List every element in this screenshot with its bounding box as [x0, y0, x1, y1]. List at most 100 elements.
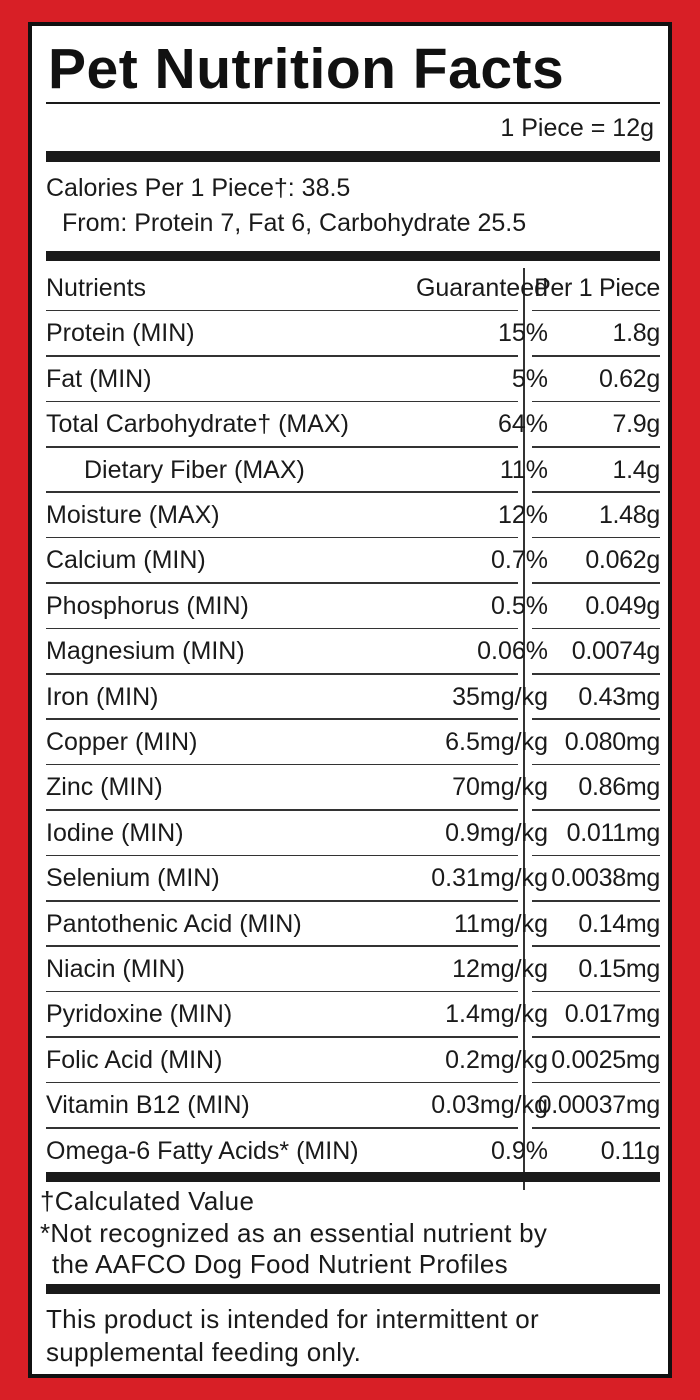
- table-row: Iodine (MIN) 0.9mg/kg 0.011mg: [46, 811, 661, 857]
- nutrient-name: Moisture (MAX): [46, 501, 220, 529]
- nutrient-name: Fat (MIN): [46, 364, 152, 393]
- nutrient-name: Folic Acid (MIN): [46, 1045, 223, 1074]
- calories: Calories Per 1 Piece†: 38.5: [46, 174, 351, 202]
- table-row: Selenium (MIN) 0.31mg/kg 0.0038mg: [46, 856, 660, 902]
- per-piece-value: 1.4g: [612, 455, 661, 484]
- row-line: [46, 763, 518, 766]
- per-piece-value: 0.0038mg: [551, 864, 660, 893]
- guaranteed-value: 15%: [497, 319, 548, 348]
- table-row: Dietary Fiber (MAX) 11% 1.4g: [46, 448, 660, 493]
- row-line: [46, 1081, 518, 1084]
- per-piece-value: 0.15mg: [578, 955, 660, 983]
- table-row: Iron (MIN) 35mg/kg 0.43mg: [46, 675, 660, 720]
- serving-size: 1 Piece = 12g: [500, 114, 654, 142]
- nutrient-name: Iron (MIN): [46, 682, 159, 711]
- row-line: [532, 673, 660, 675]
- thick-divider: [46, 251, 660, 261]
- nutrient-name: Iodine (MIN): [46, 818, 184, 847]
- guaranteed-value: 64%: [497, 410, 548, 439]
- guaranteed-value: 6.5mg/kg: [445, 728, 548, 756]
- row-line: [532, 1081, 660, 1084]
- row-line: [532, 446, 660, 448]
- row-line: [532, 309, 660, 312]
- table-row: Niacin (MIN) 12mg/kg 0.15mg: [46, 947, 660, 993]
- per-piece-value: 0.062g: [585, 546, 660, 575]
- disclaimer: This product is intended for intermitten…: [46, 1304, 539, 1334]
- per-piece-value: 0.11g: [600, 1136, 661, 1165]
- row-line: [532, 491, 660, 493]
- guaranteed-value: 70mg/kg: [452, 773, 548, 802]
- per-piece-value: 0.14mg: [578, 909, 660, 938]
- row-line: [532, 582, 660, 584]
- nutrient-name: Copper (MIN): [46, 728, 198, 756]
- thick-divider: [46, 1284, 660, 1294]
- guaranteed-value: 1.4mg/kg: [445, 1000, 548, 1029]
- per-piece-value: 0.86mg: [578, 773, 660, 802]
- row-line: [46, 309, 518, 312]
- per-piece-value: 0.00037mg: [537, 1091, 661, 1120]
- per-piece-value: 0.0074g: [571, 637, 661, 666]
- guaranteed-value: 11mg/kg: [453, 909, 548, 938]
- per-piece-value: Per 1 Piece: [534, 274, 660, 302]
- per-piece-value: 0.43mg: [578, 682, 660, 711]
- guaranteed-value: 0.7%: [491, 546, 548, 575]
- row-line: [532, 990, 660, 993]
- divider: [46, 102, 660, 104]
- nutrient-name: Pyridoxine (MIN): [46, 1000, 233, 1029]
- table-row: Nutrients Guaranteed Per 1 Piece: [46, 266, 660, 312]
- per-piece-value: 0.049g: [585, 591, 660, 620]
- row-line: [46, 1127, 518, 1129]
- table-row: Calcium (MIN) 0.7% 0.062g: [46, 538, 660, 584]
- guaranteed-value: 0.31mg/kg: [431, 864, 548, 893]
- row-line: [532, 400, 660, 403]
- thick-divider: [46, 151, 660, 162]
- footnote: *Not recognized as an essential nutrient…: [40, 1218, 548, 1248]
- table-row: Folic Acid (MIN) 0.2mg/kg 0.0025mg: [46, 1038, 660, 1084]
- table-row: Magnesium (MIN) 0.06% 0.0074g: [46, 629, 661, 675]
- table-row: Copper (MIN) 6.5mg/kg 0.080mg: [46, 720, 661, 766]
- row-line: [532, 900, 660, 902]
- row-line: [532, 536, 660, 539]
- table-row: Fat (MIN) 5% 0.62g: [46, 357, 660, 403]
- table-row: Vitamin B12 (MIN) 0.03mg/kg 0.00037mg: [46, 1083, 661, 1129]
- table-row: Total Carbohydrate† (MAX) 64% 7.9g: [46, 402, 660, 448]
- nutrient-name: Omega-6 Fatty Acids* (MIN): [46, 1136, 359, 1165]
- guaranteed-value: 11%: [499, 455, 548, 484]
- row-line: [532, 854, 660, 857]
- row-line: [46, 627, 518, 630]
- row-line: [46, 673, 518, 675]
- calories-from: From: Protein 7, Fat 6, Carbohydrate 25.…: [62, 209, 527, 237]
- nutrient-name: Vitamin B12 (MIN): [46, 1091, 250, 1120]
- row-line: [46, 491, 518, 493]
- row-line: [46, 990, 518, 993]
- table-row: Pyridoxine (MIN) 1.4mg/kg 0.017mg: [46, 992, 660, 1038]
- row-line: [46, 809, 518, 811]
- nutrient-name: Calcium (MIN): [46, 546, 206, 575]
- nutrient-name: Dietary Fiber (MAX): [84, 455, 305, 484]
- row-line: [46, 446, 518, 448]
- guaranteed-value: 12%: [497, 501, 548, 529]
- nutrient-name: Protein (MIN): [46, 319, 195, 348]
- per-piece-value: 0.0025mg: [551, 1045, 660, 1074]
- guaranteed-value: 5%: [511, 364, 548, 393]
- nutrition-panel: Pet Nutrition Facts 1 Piece = 12g Calori…: [28, 22, 672, 1378]
- row-line: [46, 718, 518, 720]
- row-line: [532, 627, 660, 630]
- row-line: [46, 536, 518, 539]
- thick-divider: [46, 1172, 660, 1182]
- guaranteed-value: 35mg/kg: [452, 682, 548, 711]
- footnote: the AAFCO Dog Food Nutrient Profiles: [52, 1249, 508, 1279]
- per-piece-value: 0.080mg: [564, 728, 661, 756]
- guaranteed-value: 12mg/kg: [452, 955, 548, 983]
- table-row: Protein (MIN) 15% 1.8g: [46, 311, 660, 357]
- row-line: [532, 1036, 660, 1038]
- per-piece-value: 1.48g: [598, 501, 660, 529]
- guaranteed-value: 0.5%: [491, 591, 548, 620]
- row-line: [46, 900, 518, 902]
- per-piece-value: 0.011mg: [566, 818, 661, 847]
- footnote: †Calculated Value: [40, 1186, 255, 1216]
- row-line: [46, 945, 518, 947]
- guaranteed-value: 0.06%: [477, 637, 548, 666]
- nutrient-name: Phosphorus (MIN): [46, 591, 249, 620]
